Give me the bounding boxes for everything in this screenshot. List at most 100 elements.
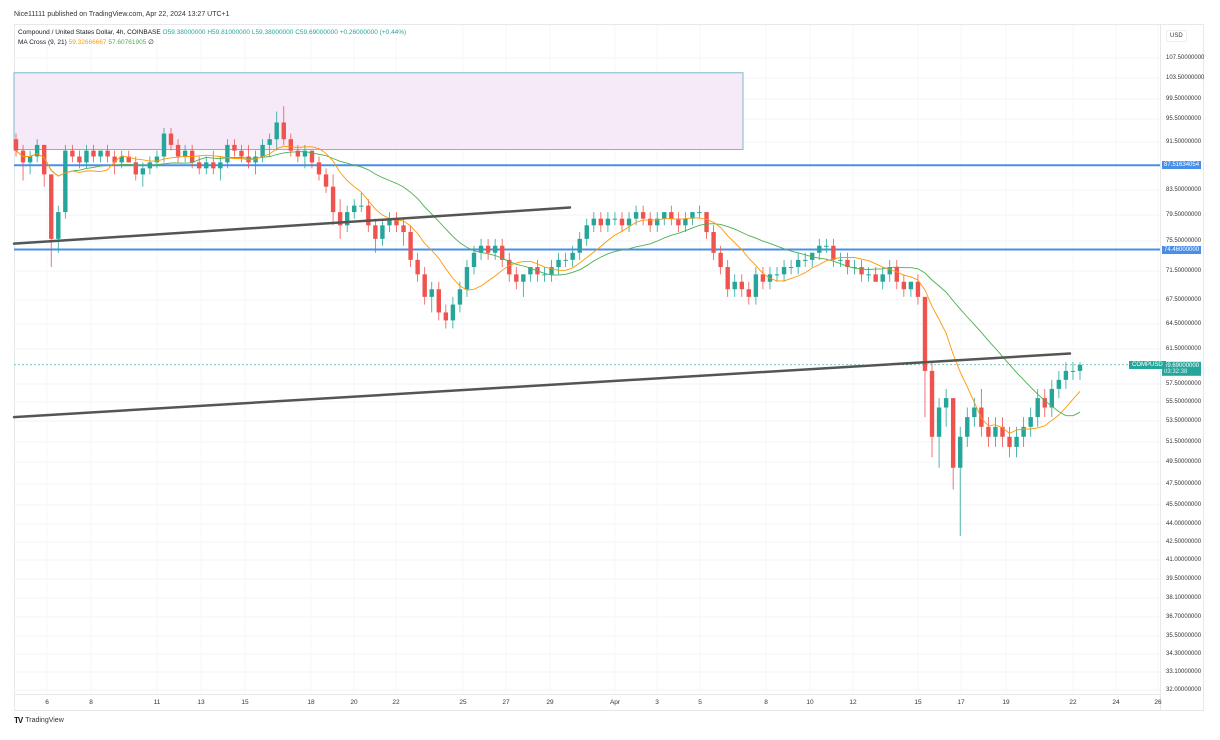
candle-body (1049, 388, 1055, 408)
price-tick-label: 95.50000000 (1166, 116, 1202, 122)
time-tick-label: 22 (1069, 699, 1077, 706)
candle-body (267, 139, 272, 145)
price-tag: 87.51634054 (1162, 161, 1202, 169)
price-tick-label: 103.50000000 (1166, 75, 1205, 81)
time-tick-label: 11 (153, 699, 161, 706)
candle-body (450, 304, 456, 321)
candle-body (161, 133, 167, 157)
candle-body (1000, 426, 1005, 437)
time-tick-label: 15 (914, 699, 922, 706)
candle-body (584, 225, 589, 239)
candle-body (260, 144, 265, 157)
hide-indicator-icon[interactable]: ∅ (148, 39, 154, 46)
candle-body (514, 274, 519, 282)
candlestick-chart[interactable] (0, 0, 1160, 694)
time-tick-label: 8 (89, 699, 93, 706)
candle-body (950, 398, 956, 468)
candle-body (718, 252, 723, 268)
candle-body (958, 436, 963, 468)
symbol-price-tag: COMPUSD (1129, 361, 1166, 369)
candle-body (528, 267, 533, 275)
candle-body (873, 274, 878, 282)
candle-body (175, 144, 181, 157)
time-axis[interactable]: 6 8 11 13 15 18 20 22 25 27 29 Apr 3 5 8 10 12 15 17 19 22 24… (14, 694, 1162, 712)
price-tick-label: 41.00000000 (1166, 557, 1202, 563)
candle-body (1035, 398, 1040, 418)
price-tick-label: 47.50000000 (1166, 481, 1202, 487)
indicator-name: MA Cross (9, 21) (18, 39, 67, 46)
tradingview-wordmark: TradingView (25, 717, 64, 724)
candle-body (140, 168, 146, 175)
candle-body (309, 150, 315, 163)
candle-body (211, 162, 216, 169)
candle-body (316, 162, 322, 175)
candle-body (408, 232, 413, 260)
price-tag: 74.46000000 (1162, 246, 1202, 254)
tradingview-brand: TV TradingView (14, 716, 64, 725)
candle-body (1028, 417, 1033, 427)
time-tick-label: 20 (350, 699, 358, 706)
price-tick-label: 35.50000000 (1166, 633, 1202, 639)
candle-body (838, 259, 843, 261)
candle-body (676, 218, 681, 226)
price-tick-label: 34.30000000 (1166, 651, 1202, 657)
candle-body (63, 150, 68, 213)
candle-body (683, 218, 688, 226)
candle-body (521, 274, 526, 282)
candle-body (746, 289, 752, 297)
candle-body (443, 312, 449, 321)
candle-body (1042, 398, 1047, 408)
candle-body (880, 274, 885, 282)
price-tick-label: 44.00000000 (1166, 521, 1202, 527)
time-tick-label: 5 (698, 699, 702, 706)
candle-body (232, 144, 237, 151)
time-tick-label: 10 (806, 699, 814, 706)
candle-body (1014, 436, 1019, 447)
symbol-legend-row: Compound / United States Dollar, 4h, COI… (18, 28, 406, 38)
candle-body (943, 398, 949, 408)
candle-body (605, 218, 611, 226)
candle-body (401, 225, 406, 233)
time-tick-label: 12 (849, 699, 857, 706)
candle-body (859, 267, 864, 275)
candle-body (344, 212, 350, 226)
time-tick-label: 24 (1112, 699, 1120, 706)
price-tick-label: 79.50000000 (1166, 212, 1202, 218)
trend-line (12, 352, 1072, 419)
candle-body (788, 267, 794, 269)
candle-body (429, 289, 434, 297)
candle-body (119, 156, 124, 163)
candle-body (126, 156, 131, 163)
price-tick-label: 36.70000000 (1166, 614, 1202, 620)
price-tick-label: 55.50000000 (1166, 399, 1202, 405)
indicator-legend-row[interactable]: MA Cross (9, 21) 59.32666667 57.60761905… (18, 38, 406, 48)
price-tick-label: 61.50000000 (1166, 346, 1202, 352)
ohlc-open: O59.38000000 (162, 29, 206, 36)
candle-body (542, 274, 547, 276)
candle-body (239, 150, 244, 157)
time-tick-label: 27 (502, 699, 510, 706)
tradingview-logo-icon: TV (14, 716, 23, 725)
candle-body (422, 274, 427, 297)
candle-body (619, 218, 625, 226)
candle-body (817, 245, 822, 253)
candle-body (824, 245, 829, 247)
candle-body (499, 245, 505, 260)
ohlc-low: L59.38000000 (251, 29, 294, 36)
price-axis[interactable]: USD 107.50000000 103.50000000 99.50000000 9… (1160, 24, 1205, 711)
price-tick-label: 75.50000000 (1166, 238, 1202, 244)
candle-body (70, 150, 75, 157)
candle-body (34, 144, 40, 157)
price-tick-label: 32.00000000 (1166, 687, 1202, 693)
currency-label[interactable]: USD (1166, 30, 1187, 42)
candle-body (225, 144, 230, 163)
time-tick-label: 8 (764, 699, 768, 706)
time-tick-label: 6 (45, 699, 49, 706)
candle-body (598, 218, 604, 226)
bar-countdown: 03:32:38 (1164, 368, 1188, 375)
candle-body (908, 281, 914, 290)
candle-body (929, 370, 935, 437)
price-tick-label: 33.10000000 (1166, 669, 1202, 675)
price-tick-label: 83.50000000 (1166, 187, 1202, 193)
candle-body (288, 139, 294, 151)
